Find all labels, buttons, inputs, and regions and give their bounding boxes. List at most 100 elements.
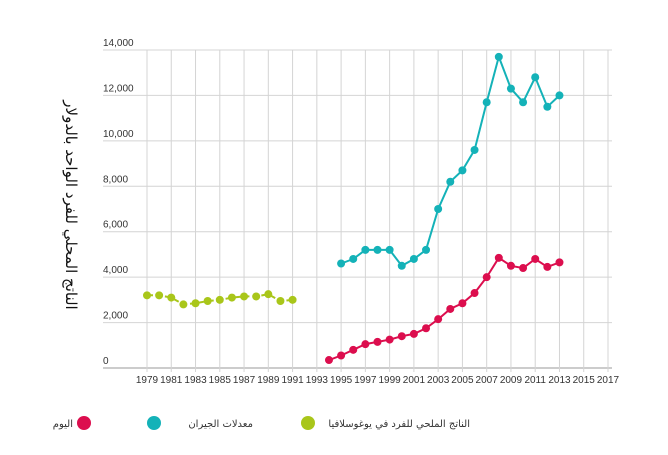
data-point (409, 329, 418, 338)
data-point (179, 300, 188, 309)
y-axis: 0 2,000 4,000 6,000 8,000 10,000 12,000 14,000 (103, 38, 134, 367)
legend: اليوم معدلات الجيران الناتج الملحي للفرد ف… (53, 416, 470, 430)
data-point (288, 295, 297, 304)
data-point (519, 264, 528, 273)
x-tick-label: 1995 (330, 375, 353, 386)
series-2 (324, 253, 564, 365)
x-tick-label: 1979 (136, 375, 159, 386)
x-tick-label: 2011 (524, 375, 546, 386)
data-point (422, 324, 431, 333)
data-point (531, 254, 540, 263)
data-point (349, 254, 358, 263)
data-point (494, 253, 503, 262)
y-tick-label: 2,000 (103, 311, 128, 322)
data-point (482, 273, 491, 282)
y-tick-label: 6,000 (103, 220, 128, 231)
series-1 (337, 52, 564, 270)
series-0 (143, 290, 297, 309)
x-axis: 1979 1981 1983 1985 1987 1989 1991 1993 1995 1997… (136, 375, 620, 386)
data-point (519, 98, 528, 107)
data-point (385, 335, 394, 344)
y-tick-label: 8,000 (103, 174, 128, 185)
data-point (506, 84, 515, 93)
data-point (446, 177, 455, 186)
x-tick-label: 2001 (403, 375, 426, 386)
y-tick-label: 10,000 (103, 129, 134, 140)
legend-item: الناتج الملحي للفرد في يوغوسلافيا (301, 416, 470, 430)
x-tick-label: 2015 (573, 375, 596, 386)
data-point (361, 245, 370, 254)
x-tick-label: 1989 (257, 375, 280, 386)
data-point (252, 292, 261, 301)
data-point (337, 351, 346, 360)
data-point (361, 340, 370, 349)
legend-swatch (147, 416, 161, 430)
data-point (458, 166, 467, 175)
legend-swatch (301, 416, 315, 430)
series-layer (143, 52, 564, 365)
data-point (203, 296, 212, 305)
legend-item: اليوم (53, 416, 91, 430)
legend-label: الناتج الملحي للفرد في يوغوسلافيا (328, 419, 470, 430)
legend-item: معدلات الجيران (147, 416, 253, 430)
x-tick-label: 2009 (500, 375, 523, 386)
data-point (191, 299, 200, 308)
data-point (434, 205, 443, 213)
x-tick-label: 2003 (427, 375, 450, 386)
legend-label: اليوم (53, 419, 73, 430)
data-point (276, 296, 285, 305)
x-tick-label: 1981 (160, 375, 183, 386)
data-point (470, 289, 479, 298)
data-point (373, 337, 382, 346)
data-point (531, 73, 540, 82)
data-point (264, 290, 273, 299)
y-tick-label: 12,000 (103, 83, 134, 94)
data-point (555, 258, 564, 267)
x-tick-label: 1987 (233, 375, 256, 386)
data-point (349, 345, 358, 354)
data-point (470, 145, 479, 154)
data-point (143, 291, 151, 300)
data-point (373, 245, 382, 254)
data-point (458, 299, 467, 308)
data-point (397, 261, 406, 270)
data-point (422, 245, 431, 254)
data-point (506, 261, 515, 270)
x-tick-label: 2007 (476, 375, 499, 386)
data-point (543, 262, 552, 271)
data-point (240, 292, 249, 301)
data-point (167, 293, 176, 302)
data-point (385, 245, 394, 254)
x-tick-label: 2017 (597, 375, 620, 386)
series-line (340, 53, 561, 268)
legend-label: معدلات الجيران (188, 419, 253, 430)
x-tick-label: 1983 (184, 375, 207, 386)
data-point (482, 98, 491, 107)
x-tick-label: 1991 (281, 375, 304, 386)
data-point (494, 52, 503, 61)
data-point (155, 291, 164, 300)
data-point (397, 332, 406, 341)
x-tick-label: 2005 (451, 375, 474, 386)
data-point (555, 91, 564, 100)
data-point (324, 356, 333, 365)
y-tick-label: 4,000 (103, 265, 128, 276)
data-point (409, 254, 418, 263)
data-point (543, 102, 552, 111)
chart-grid (103, 49, 612, 372)
y-axis-label: الناتج المحلي للفرد الواحد بالدولار (61, 99, 80, 309)
data-point (337, 259, 346, 268)
x-tick-label: 1999 (379, 375, 402, 386)
legend-swatch (77, 416, 91, 430)
x-tick-label: 1993 (306, 375, 329, 386)
data-point (215, 295, 224, 304)
y-tick-label: 14,000 (103, 38, 134, 49)
x-tick-label: 1997 (354, 375, 377, 386)
x-tick-label: 1985 (209, 375, 232, 386)
data-point (227, 293, 236, 302)
data-point (434, 315, 443, 324)
x-tick-label: 2013 (548, 375, 571, 386)
data-point (446, 304, 455, 313)
y-tick-label: 0 (103, 356, 109, 367)
